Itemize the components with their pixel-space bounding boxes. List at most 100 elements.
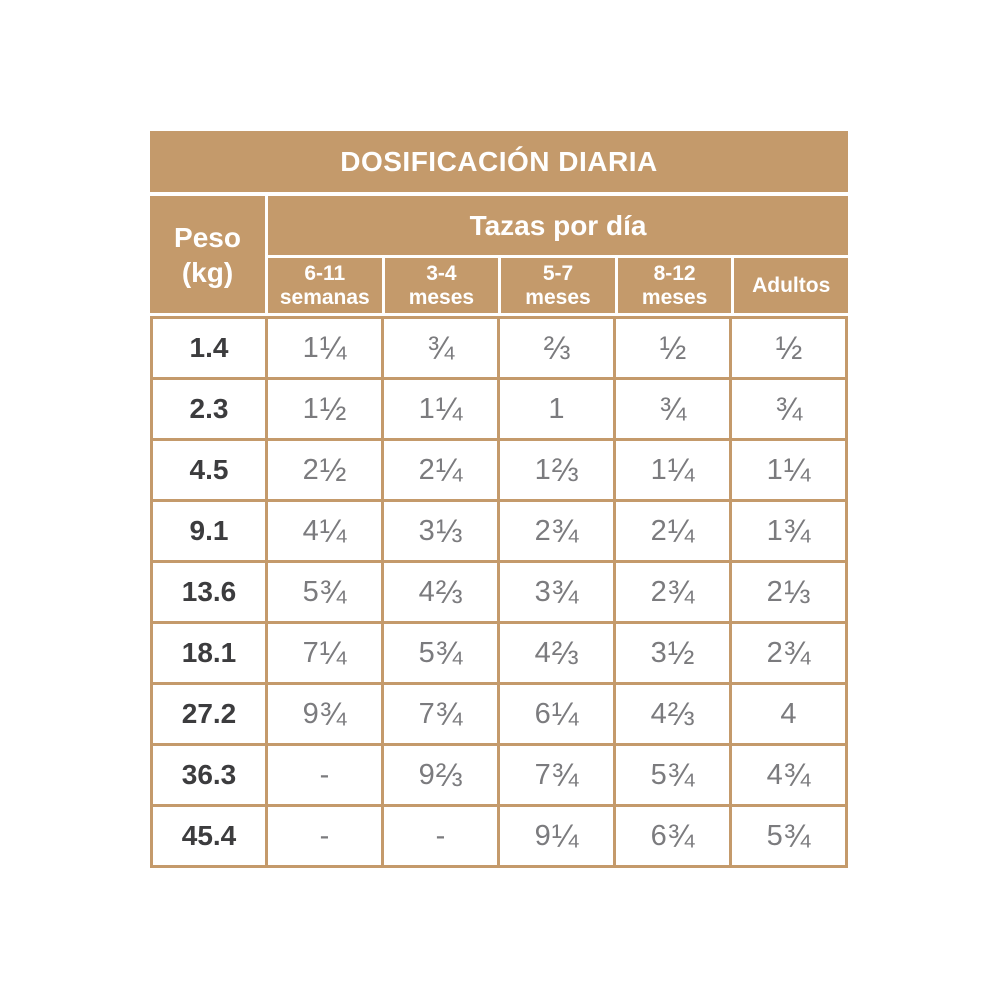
dose-fraction: ¼ — [667, 512, 695, 549]
dose-fraction: ¾ — [667, 573, 695, 610]
weight-column-header: Peso (kg) — [150, 196, 265, 313]
dose-cell: - — [268, 807, 381, 865]
dose-cell: - — [384, 807, 497, 865]
dose-whole-number: 3 — [650, 636, 667, 669]
dose-fraction: ¾ — [551, 573, 579, 610]
dose-fraction: ½ — [775, 329, 803, 366]
dose-fraction: ⅔ — [435, 756, 463, 793]
dose-cell: ¾ — [732, 380, 845, 438]
column-header-6-11-semanas: 6-11 semanas — [268, 258, 382, 313]
dose-cell: ¾ — [384, 319, 497, 377]
weight-cell: 18.1 — [153, 624, 265, 682]
dose-fraction: ¾ — [783, 512, 811, 549]
dose-whole-number: 1 — [548, 392, 565, 425]
dose-fraction: ¾ — [783, 634, 811, 671]
dose-fraction: ¼ — [319, 634, 347, 671]
dosage-table: DOSIFICACIÓN DIARIA Peso (kg) Tazas por … — [150, 131, 848, 868]
dose-whole-number: 1 — [650, 453, 667, 486]
dose-fraction: ¾ — [659, 390, 687, 427]
dose-fraction: ¾ — [667, 817, 695, 854]
dose-fraction: ½ — [667, 634, 695, 671]
column-header-line2: meses — [408, 285, 475, 309]
dose-fraction: ¾ — [435, 695, 463, 732]
dose-fraction: ⅔ — [435, 573, 463, 610]
dose-whole-number: 7 — [418, 697, 435, 730]
dose-fraction: ⅔ — [543, 329, 571, 366]
dose-fraction: ¼ — [551, 695, 579, 732]
column-header-line1: 6-11 — [304, 261, 346, 285]
weight-header-line1: Peso — [174, 221, 241, 253]
dose-fraction: ½ — [659, 329, 687, 366]
dose-whole-number: 2 — [302, 453, 319, 486]
column-header-line2: meses — [525, 285, 591, 309]
weight-cell: 45.4 — [153, 807, 265, 865]
cups-per-day-header: Tazas por día — [268, 196, 848, 255]
dose-fraction: ⅓ — [783, 573, 811, 610]
dose-whole-number: 2 — [534, 514, 551, 547]
dose-whole-number: 4 — [766, 758, 783, 791]
column-header-adultos: Adultos — [734, 258, 848, 313]
weight-cell: 27.2 — [153, 685, 265, 743]
dose-fraction: ¼ — [435, 390, 463, 427]
dose-fraction: ¼ — [319, 512, 347, 549]
dose-fraction: ⅔ — [551, 634, 579, 671]
age-column-headers: 6-11 semanas 3-4 meses 5-7 meses 8-12 me… — [268, 258, 848, 313]
dose-fraction: ¼ — [783, 451, 811, 488]
column-header-line2: meses — [641, 285, 708, 309]
dose-whole-number: 2 — [418, 453, 435, 486]
column-header-line1: 5-7 — [542, 261, 574, 285]
dose-whole-number: 5 — [302, 575, 319, 608]
column-header-line1: 8-12 — [653, 261, 696, 285]
dose-fraction: ¼ — [435, 451, 463, 488]
dose-fraction: ¾ — [427, 329, 455, 366]
dose-fraction: ⅔ — [551, 451, 579, 488]
dose-whole-number: 3 — [534, 575, 551, 608]
weight-cell: 36.3 — [153, 746, 265, 804]
dose-fraction: ¼ — [667, 451, 695, 488]
dose-whole-number: 1 — [534, 453, 551, 486]
dose-whole-number: 4 — [302, 514, 319, 547]
weight-cell: 13.6 — [153, 563, 265, 621]
dose-fraction: ⅓ — [435, 512, 463, 549]
dose-fraction: ¾ — [667, 756, 695, 793]
dose-whole-number: 6 — [650, 819, 667, 852]
dose-fraction: ¾ — [435, 634, 463, 671]
dose-fraction: ¾ — [551, 512, 579, 549]
dose-cell: ¾ — [616, 380, 729, 438]
dose-whole-number: 2 — [650, 575, 667, 608]
dose-whole-number: 1 — [766, 453, 783, 486]
column-header-line1: 3-4 — [426, 261, 457, 285]
dose-whole-number: 9 — [302, 697, 319, 730]
dose-whole-number: 4 — [780, 697, 797, 730]
column-header-line2: semanas — [279, 285, 370, 309]
dose-cell: ½ — [732, 319, 845, 377]
data-grid: 1.4 1 ¼ ¾ ⅔ ½ ½ 2.3 1 ½ 1 ¼ 1 ¾ ¾ 4.5 2 ½ 2 ¼ 1 ⅔ 1 ¼ 1 ¼ 9.1 4 ¼ 3 ⅓ 2… — [150, 316, 848, 868]
dose-fraction: ½ — [319, 451, 347, 488]
dose-fraction: ¾ — [783, 817, 811, 854]
dose-whole-number: 4 — [650, 697, 667, 730]
dose-whole-number: 4 — [534, 636, 551, 669]
dose-whole-number: 4 — [418, 575, 435, 608]
weight-header-line2: (kg) — [181, 256, 234, 288]
dose-whole-number: 6 — [534, 697, 551, 730]
dose-cell: 1 — [500, 380, 613, 438]
cups-header-group: Tazas por día 6-11 semanas 3-4 meses 5-7… — [268, 196, 848, 313]
